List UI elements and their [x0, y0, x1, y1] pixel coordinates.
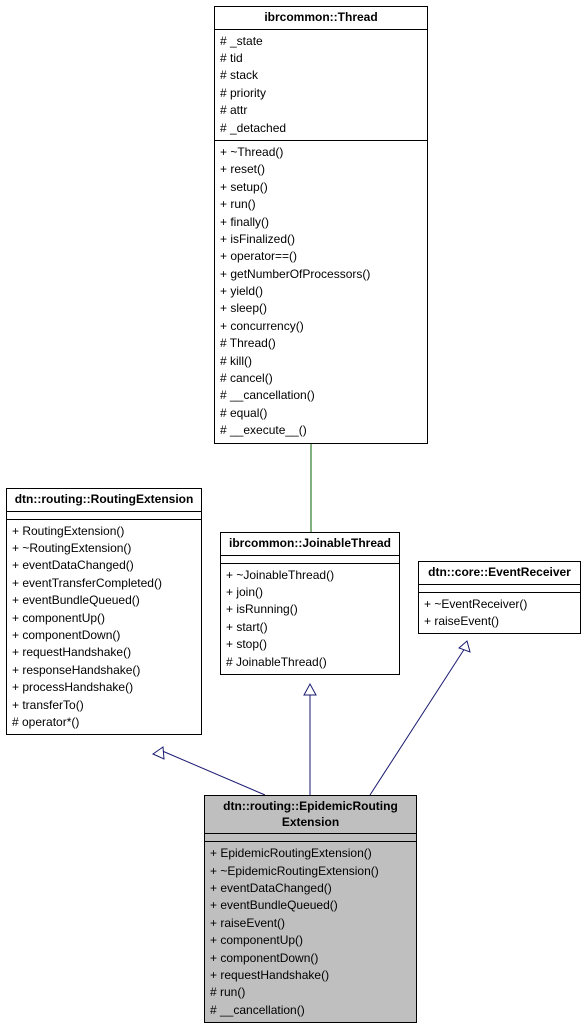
member-line: + setup()	[220, 179, 422, 196]
member-line: + eventDataChanged()	[12, 557, 196, 574]
class-title: dtn::core::EventReceiver	[419, 562, 580, 585]
class-epidemic-routing-extension[interactable]: dtn::routing::EpidemicRouting Extension …	[204, 795, 417, 1023]
class-attrs: # _state# tid# stack# priority# attr# _d…	[215, 30, 427, 141]
class-title-line2: Extension	[282, 815, 339, 829]
member-line: + raiseEvent()	[210, 915, 411, 932]
member-line: # kill()	[220, 353, 422, 370]
member-line: # equal()	[220, 405, 422, 422]
member-line: + ~Thread()	[220, 144, 422, 161]
member-line: + requestHandshake()	[210, 967, 411, 984]
member-line: # JoinableThread()	[226, 654, 394, 671]
member-line: # Thread()	[220, 335, 422, 352]
member-line: + eventBundleQueued()	[12, 592, 196, 609]
class-attrs	[221, 556, 399, 564]
member-line: + componentUp()	[210, 932, 411, 949]
member-line: + finally()	[220, 214, 422, 231]
member-line: + componentDown()	[12, 627, 196, 644]
class-methods: + ~JoinableThread()+ join()+ isRunning()…	[221, 564, 399, 674]
member-line: + join()	[226, 584, 394, 601]
member-line: # stack	[220, 67, 422, 84]
class-attrs	[419, 585, 580, 593]
class-routing-extension[interactable]: dtn::routing::RoutingExtension + Routing…	[6, 488, 202, 735]
member-line: + eventDataChanged()	[210, 880, 411, 897]
member-line: + ~JoinableThread()	[226, 567, 394, 584]
member-line: + reset()	[220, 161, 422, 178]
member-line: + requestHandshake()	[12, 644, 196, 661]
member-line: + raiseEvent()	[424, 613, 575, 630]
member-line: + transferTo()	[12, 697, 196, 714]
class-attrs	[7, 512, 201, 520]
member-line: # cancel()	[220, 370, 422, 387]
class-joinable-thread[interactable]: ibrcommon::JoinableThread + ~JoinableThr…	[220, 532, 400, 675]
member-line: + run()	[220, 196, 422, 213]
member-line: # tid	[220, 50, 422, 67]
member-line: # _state	[220, 33, 422, 50]
member-line: + concurrency()	[220, 318, 422, 335]
member-line: + responseHandshake()	[12, 662, 196, 679]
member-line: + ~EpidemicRoutingExtension()	[210, 863, 411, 880]
class-title: ibrcommon::JoinableThread	[221, 533, 399, 556]
member-line: + getNumberOfProcessors()	[220, 266, 422, 283]
member-line: + yield()	[220, 283, 422, 300]
member-line: # __cancellation()	[210, 1002, 411, 1019]
class-title-line1: dtn::routing::EpidemicRouting	[223, 799, 398, 813]
member-line: # __cancellation()	[220, 387, 422, 404]
class-methods: + ~EventReceiver()+ raiseEvent()	[419, 593, 580, 634]
class-title: dtn::routing::RoutingExtension	[7, 489, 201, 512]
class-methods: + RoutingExtension()+ ~RoutingExtension(…	[7, 520, 201, 735]
member-line: + ~RoutingExtension()	[12, 540, 196, 557]
class-methods: + EpidemicRoutingExtension()+ ~EpidemicR…	[205, 842, 416, 1022]
member-line: + eventBundleQueued()	[210, 897, 411, 914]
member-line: # run()	[210, 984, 411, 1001]
class-attrs	[205, 834, 416, 842]
member-line: + isFinalized()	[220, 231, 422, 248]
member-line: # priority	[220, 85, 422, 102]
member-line: # _detached	[220, 120, 422, 137]
member-line: + RoutingExtension()	[12, 523, 196, 540]
member-line: + stop()	[226, 636, 394, 653]
member-line: + ~EventReceiver()	[424, 596, 575, 613]
member-line: + eventTransferCompleted()	[12, 575, 196, 592]
member-line: + sleep()	[220, 300, 422, 317]
class-event-receiver[interactable]: dtn::core::EventReceiver + ~EventReceive…	[418, 561, 581, 634]
member-line: + EpidemicRoutingExtension()	[210, 845, 411, 862]
member-line: # attr	[220, 102, 422, 119]
member-line: + operator==()	[220, 248, 422, 265]
class-thread[interactable]: ibrcommon::Thread # _state# tid# stack# …	[214, 6, 428, 444]
member-line: # operator*()	[12, 714, 196, 731]
member-line: # __execute__()	[220, 422, 422, 439]
member-line: + componentDown()	[210, 950, 411, 967]
member-line: + isRunning()	[226, 601, 394, 618]
member-line: + componentUp()	[12, 610, 196, 627]
member-line: + start()	[226, 619, 394, 636]
member-line: + processHandshake()	[12, 679, 196, 696]
class-title: ibrcommon::Thread	[215, 7, 427, 30]
class-methods: + ~Thread()+ reset()+ setup()+ run()+ fi…	[215, 141, 427, 443]
class-title: dtn::routing::EpidemicRouting Extension	[205, 796, 416, 834]
